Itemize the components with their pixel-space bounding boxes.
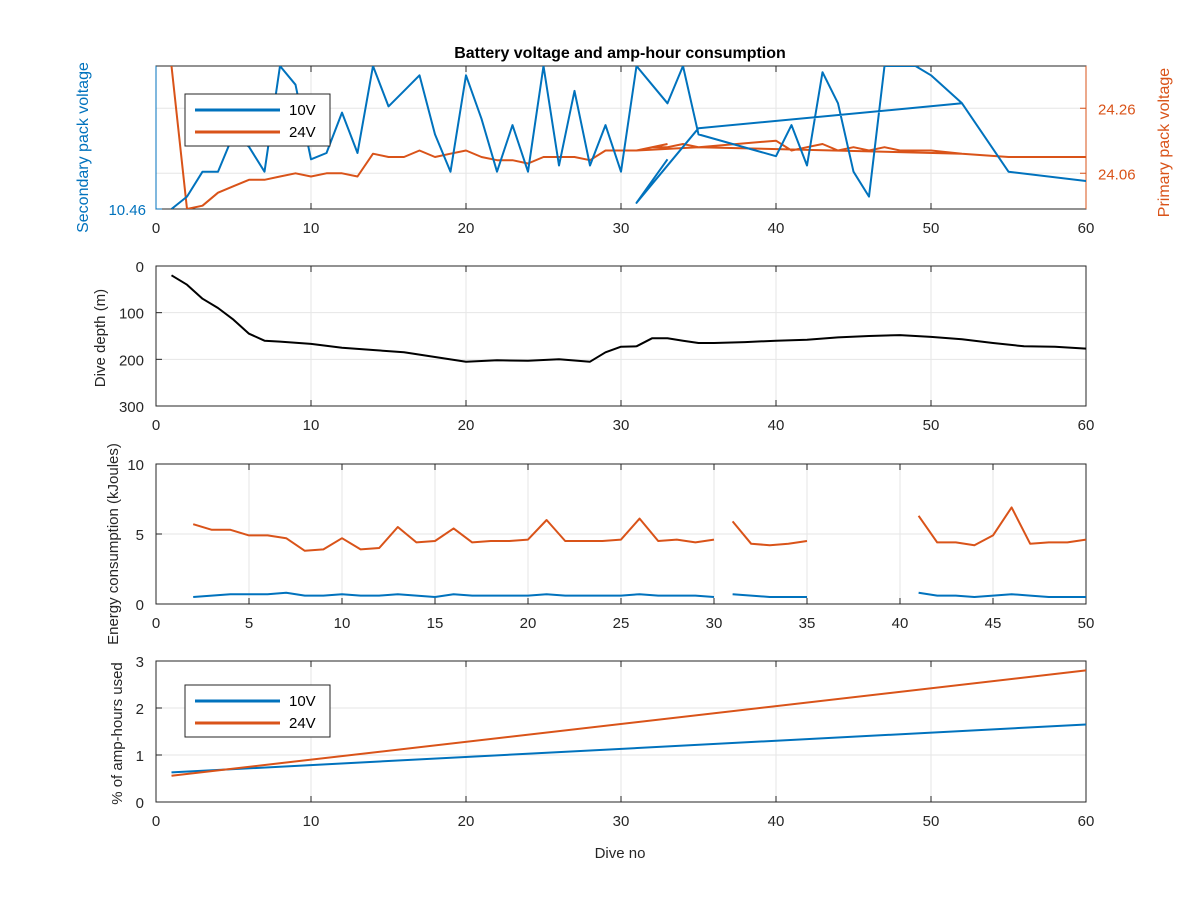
x-tick-label: 40 <box>768 417 785 434</box>
x-tick-label: 10 <box>334 615 351 632</box>
y-tick-label: 2 <box>136 701 144 718</box>
y-tick-label: 0 <box>136 259 144 276</box>
x-tick-label: 50 <box>1078 615 1095 632</box>
y-axis-label: Dive depth (m) <box>92 289 109 387</box>
x-tick-label: 35 <box>799 615 816 632</box>
legend-box <box>184 684 331 738</box>
x-tick-label: 60 <box>1078 220 1095 237</box>
y-tick-label: 1 <box>136 748 144 765</box>
x-tick-label: 10 <box>303 220 320 237</box>
y-tick-label: 300 <box>119 399 144 416</box>
x-tick-label: 5 <box>245 615 253 632</box>
x-tick-label: 10 <box>303 813 320 830</box>
x-axis-label: Dive no <box>595 845 646 862</box>
amphours-24v-line <box>171 669 1087 777</box>
y-tick-label: 0 <box>136 795 144 812</box>
energy-10v-segment <box>193 591 715 598</box>
y-tick-label: 0 <box>136 597 144 614</box>
x-tick-label: 0 <box>152 813 160 830</box>
energy-24v-segment <box>917 506 1087 547</box>
y-right-axis-label: Primary pack voltage <box>1156 68 1173 217</box>
legend-label: 10V <box>289 102 316 119</box>
x-tick-label: 15 <box>427 615 444 632</box>
x-tick-label: 30 <box>613 220 630 237</box>
x-tick-label: 45 <box>985 615 1002 632</box>
legend-box <box>184 93 331 147</box>
y-tick-label: 3 <box>136 654 144 671</box>
x-tick-label: 0 <box>152 417 160 434</box>
x-tick-label: 30 <box>613 813 630 830</box>
y-tick-label: 10 <box>127 457 144 474</box>
x-tick-label: 40 <box>768 220 785 237</box>
plot-area <box>170 66 1086 209</box>
legend-label: 10V <box>289 693 316 710</box>
series-10v-line <box>170 66 1086 209</box>
y-tick-label: 200 <box>119 352 144 369</box>
x-tick-label: 20 <box>458 417 475 434</box>
x-tick-label: 60 <box>1078 417 1095 434</box>
amphours-10v-line <box>171 723 1087 774</box>
x-tick-label: 50 <box>923 220 940 237</box>
energy-10v-segment <box>918 591 1086 598</box>
y-right-tick-label: 24.26 <box>1098 101 1136 118</box>
x-tick-label: 40 <box>768 813 785 830</box>
x-tick-label: 25 <box>613 615 630 632</box>
x-tick-label: 20 <box>520 615 537 632</box>
x-tick-label: 0 <box>152 615 160 632</box>
energy-24v-segment <box>731 520 808 547</box>
legend-label: 24V <box>289 715 316 732</box>
x-tick-label: 50 <box>923 813 940 830</box>
depth-line <box>170 274 1087 363</box>
x-tick-label: 10 <box>303 417 320 434</box>
x-tick-label: 30 <box>706 615 723 632</box>
y-axis-label: % of amp-hours used <box>109 662 126 805</box>
y-left-axis-label: Secondary pack voltage <box>75 62 92 233</box>
x-tick-label: 30 <box>613 417 630 434</box>
y-left-tick-label: 10.46 <box>108 202 146 219</box>
x-tick-label: 0 <box>152 220 160 237</box>
x-tick-label: 20 <box>458 220 475 237</box>
figure-title: Battery voltage and amp-hour consumption <box>454 45 786 62</box>
energy-10v-segment <box>732 593 807 598</box>
x-tick-label: 20 <box>458 813 475 830</box>
y-tick-label: 100 <box>119 306 144 323</box>
x-tick-label: 50 <box>923 417 940 434</box>
series-24v-line <box>170 66 1086 209</box>
legend-label: 24V <box>289 124 316 141</box>
x-tick-label: 40 <box>892 615 909 632</box>
y-right-tick-label: 24.06 <box>1098 166 1136 183</box>
y-axis-label: Energy consumption (kJoules) <box>105 443 122 645</box>
energy-24v-segment <box>192 517 715 552</box>
y-tick-label: 5 <box>136 527 144 544</box>
x-tick-label: 60 <box>1078 813 1095 830</box>
